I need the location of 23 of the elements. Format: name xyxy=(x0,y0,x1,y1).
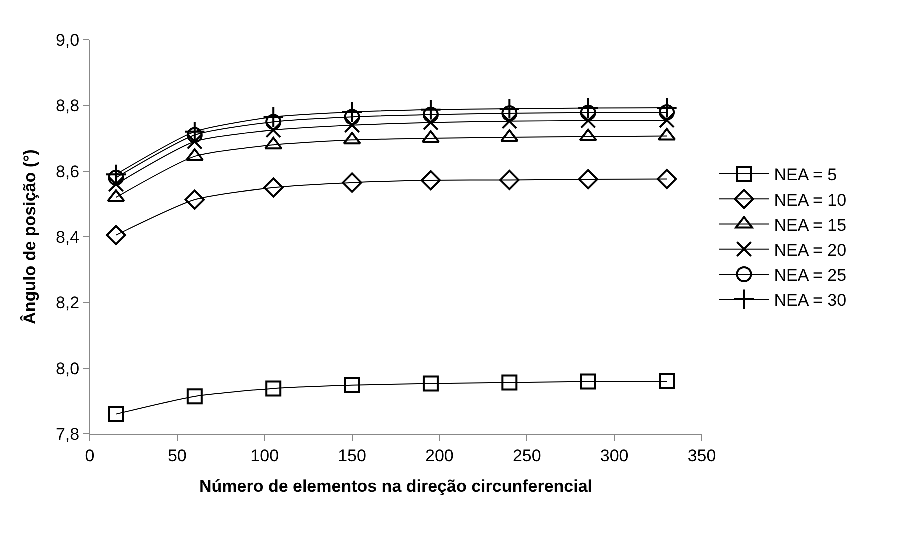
x-axis-title: Número de elementos na direção circunferencial xyxy=(199,476,593,496)
y-tick-label: 8,0 xyxy=(56,359,80,378)
legend-label: NEA = 15 xyxy=(774,216,847,235)
legend-label: NEA = 25 xyxy=(774,266,847,286)
y-tick-label: 7,8 xyxy=(56,424,80,444)
y-tick-label: 9,0 xyxy=(56,30,80,50)
y-tick-label: 8,4 xyxy=(56,228,80,247)
x-tick-label: 50 xyxy=(168,446,187,466)
legend-label: NEA = 10 xyxy=(774,190,847,210)
x-tick-label: 250 xyxy=(512,446,542,466)
legend-label: NEA = 30 xyxy=(774,291,847,310)
y-axis-title: Ângulo de posição (°) xyxy=(20,150,40,324)
y-tick-label: 8,2 xyxy=(56,294,80,313)
legend-label: NEA = 5 xyxy=(774,166,838,185)
y-tick-label: 8,8 xyxy=(56,96,80,116)
x-tick-label: 200 xyxy=(426,446,454,466)
x-tick-label: 100 xyxy=(250,446,280,466)
x-tick-label: 350 xyxy=(688,446,716,466)
legend-label: NEA = 20 xyxy=(774,240,847,260)
x-tick-label: 300 xyxy=(600,446,629,466)
x-tick-label: 0 xyxy=(85,446,95,466)
x-tick-label: 150 xyxy=(338,446,366,466)
y-tick-label: 8,6 xyxy=(56,162,80,182)
